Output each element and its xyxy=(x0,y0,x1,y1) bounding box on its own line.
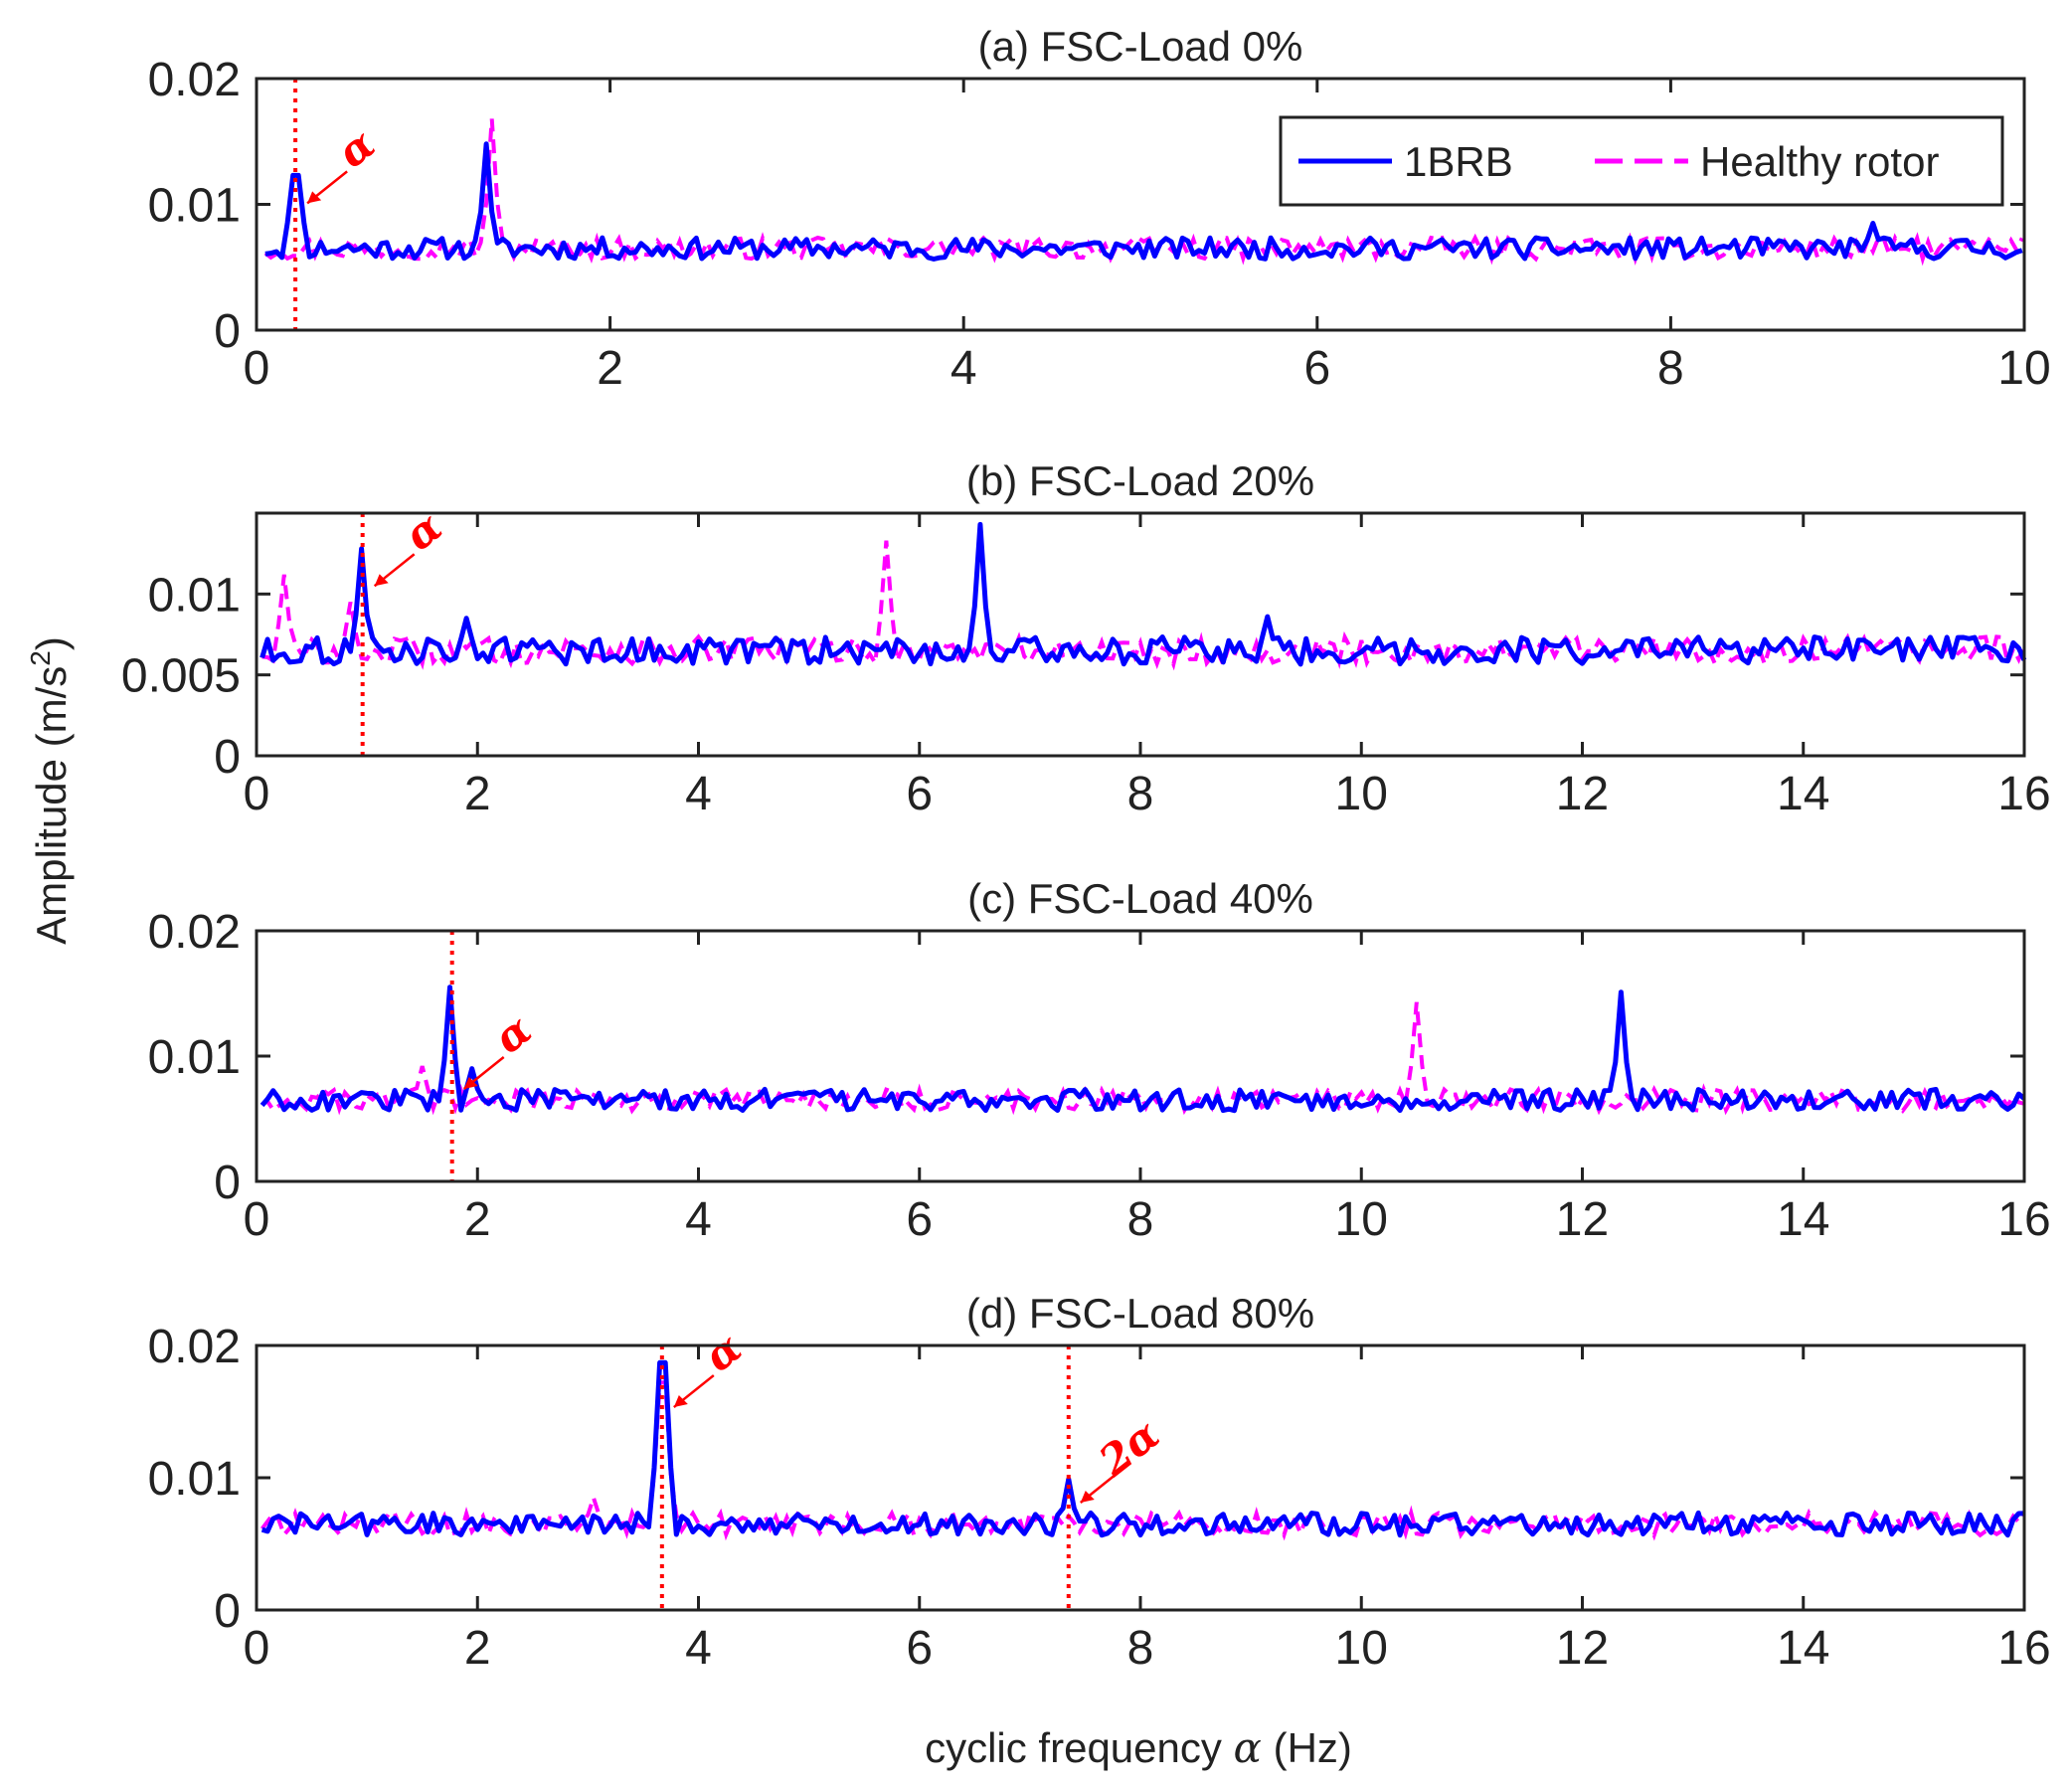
chart-panel-1: (b) FSC-Load 20% α 0 2 4 6 8 10 12 14 16 0 0.005 0.01 xyxy=(121,457,2051,820)
y-tick-label-0-2: 0.02 xyxy=(148,54,241,106)
marker-label-3-1: 2α xyxy=(1090,1409,1168,1486)
legend-label-healthy: Healthy rotor xyxy=(1700,138,1939,185)
x-tick-label-1-6: 12 xyxy=(1556,768,1609,820)
series-1brb-0 xyxy=(264,141,2023,262)
x-tick-label-0-5: 10 xyxy=(1997,342,2050,395)
legend: 1BRB Healthy rotor xyxy=(1279,115,2004,207)
chart-title-0: (a) FSC-Load 0% xyxy=(978,23,1303,70)
x-tick-label-1-5: 10 xyxy=(1335,768,1388,820)
chart-title-3: (d) FSC-Load 80% xyxy=(966,1290,1314,1337)
y-tick-label-1-0: 0 xyxy=(214,731,241,784)
y-tick-label-2-1: 0.01 xyxy=(148,1031,241,1084)
chart-title-2: (c) FSC-Load 40% xyxy=(967,875,1313,922)
series-1brb-2 xyxy=(259,984,2026,1114)
x-tick-label-1-7: 14 xyxy=(1777,768,1829,820)
x-tick-label-1-1: 2 xyxy=(464,768,491,820)
x-tick-label-2-5: 10 xyxy=(1335,1193,1388,1246)
x-tick-label-3-5: 10 xyxy=(1335,1622,1388,1675)
x-tick-label-3-1: 2 xyxy=(464,1622,491,1675)
x-tick-label-2-1: 2 xyxy=(464,1193,491,1246)
x-tick-label-0-1: 2 xyxy=(597,342,623,395)
marker-arrow-3-0 xyxy=(673,1374,715,1409)
series-healthy-rotor-3 xyxy=(260,1380,2026,1542)
x-axis-label: cyclic frequency α (Hz) xyxy=(925,1723,1352,1772)
x-tick-label-0-3: 6 xyxy=(1303,342,1330,395)
x-tick-label-2-4: 8 xyxy=(1127,1193,1154,1246)
chart-panel-0: (a) FSC-Load 0% α 0 2 4 6 8 10 0 0.01 0.02 1BRB Heal… xyxy=(148,23,2051,395)
y-tick-label-3-1: 0.01 xyxy=(148,1453,241,1506)
chart-panel-3: (d) FSC-Load 80% α 2α 0 2 4 6 8 10 12 14 16 0 0.01 0.0… xyxy=(148,1290,2051,1675)
y-axis-label: Amplitude (m/s2) xyxy=(25,636,75,945)
series-1brb-1 xyxy=(259,521,2027,667)
x-tick-label-2-2: 4 xyxy=(685,1193,712,1246)
x-tick-label-0-4: 8 xyxy=(1657,342,1684,395)
y-tick-label-1-2: 0.01 xyxy=(148,569,241,622)
x-tick-label-2-7: 14 xyxy=(1777,1193,1829,1246)
y-tick-label-1-1: 0.005 xyxy=(121,650,241,703)
x-tick-label-3-4: 8 xyxy=(1127,1622,1154,1675)
x-tick-label-3-0: 0 xyxy=(244,1622,270,1675)
x-tick-label-3-7: 14 xyxy=(1777,1622,1829,1675)
marker-label-3-0: α xyxy=(695,1323,751,1381)
x-tick-label-3-6: 12 xyxy=(1556,1622,1609,1675)
x-tick-label-1-3: 6 xyxy=(906,768,933,820)
marker-arrow-3-1 xyxy=(1079,1470,1122,1505)
marker-label-0-0: α xyxy=(328,119,384,178)
axes-box-1 xyxy=(255,511,2026,758)
x-tick-label-1-0: 0 xyxy=(244,768,270,820)
x-tick-label-2-8: 16 xyxy=(1997,1193,2050,1246)
y-tick-label-3-0: 0 xyxy=(214,1585,241,1638)
x-tick-label-2-6: 12 xyxy=(1556,1193,1609,1246)
marker-label-1-0: α xyxy=(396,502,451,561)
legend-label-1brb: 1BRB xyxy=(1404,138,1513,185)
y-tick-label-0-0: 0 xyxy=(214,305,241,358)
x-tick-label-3-8: 16 xyxy=(1997,1622,2050,1675)
chart-panel-2: (c) FSC-Load 40% α 0 2 4 6 8 10 12 14 16 0 0.01 0.02 xyxy=(148,875,2051,1246)
series-1brb-3 xyxy=(260,1359,2025,1538)
y-tick-label-0-1: 0.01 xyxy=(148,180,241,233)
y-tick-label-3-2: 0.02 xyxy=(148,1321,241,1373)
y-tick-label-2-2: 0.02 xyxy=(148,906,241,959)
x-tick-label-1-2: 4 xyxy=(685,768,712,820)
marker-arrow-2-0 xyxy=(462,1056,505,1090)
marker-arrow-0-0 xyxy=(306,170,348,205)
x-tick-label-3-2: 4 xyxy=(685,1622,712,1675)
x-tick-label-1-4: 8 xyxy=(1127,768,1154,820)
x-tick-label-3-3: 6 xyxy=(906,1622,933,1675)
x-tick-label-2-3: 6 xyxy=(906,1193,933,1246)
chart-title-1: (b) FSC-Load 20% xyxy=(966,457,1314,504)
axes-box-3 xyxy=(255,1343,2026,1612)
x-tick-label-2-0: 0 xyxy=(244,1193,270,1246)
y-tick-label-2-0: 0 xyxy=(214,1157,241,1209)
x-tick-label-0-0: 0 xyxy=(244,342,270,395)
x-tick-label-1-8: 16 xyxy=(1997,768,2050,820)
x-tick-label-0-2: 4 xyxy=(950,342,977,395)
marker-arrow-1-0 xyxy=(373,553,416,588)
marker-label-2-0: α xyxy=(485,1004,541,1063)
